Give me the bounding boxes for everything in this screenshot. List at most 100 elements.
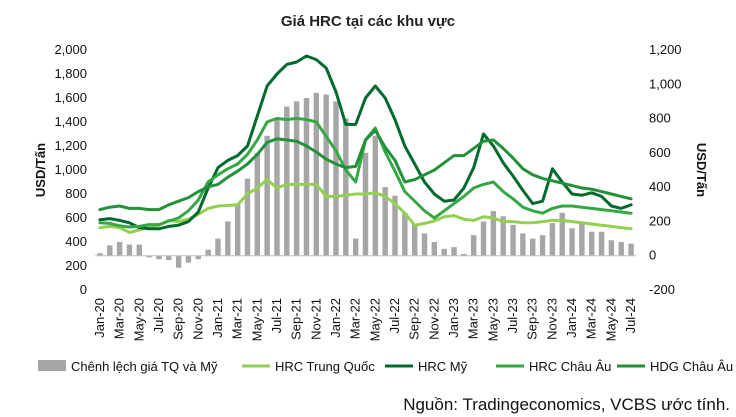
y-tick-label-left: 600 xyxy=(65,210,87,225)
bar xyxy=(421,233,428,256)
bar xyxy=(451,247,457,256)
x-tick-label: Sep-21 xyxy=(289,298,304,340)
bar xyxy=(343,118,349,256)
bar xyxy=(500,216,506,256)
legend-swatch xyxy=(38,360,66,371)
legend: Chênh lệch giá TQ và Mỹ HRC Trung Quốc HRC… xyxy=(38,359,733,374)
bar xyxy=(244,178,251,256)
x-tick-label: Jul-21 xyxy=(269,298,284,333)
bar xyxy=(323,94,329,256)
bar xyxy=(618,242,624,256)
x-tick-label: Jul-22 xyxy=(387,298,402,333)
bar xyxy=(126,244,133,256)
bar xyxy=(195,255,201,260)
bar xyxy=(579,223,585,256)
x-axis-ticks: Jan-20 Mar-20 May-20 Jul-20 Sep-20 Nov-20 Jan-… xyxy=(92,298,638,341)
x-tick-label: Jan-21 xyxy=(210,298,225,338)
x-tick-label: May-23 xyxy=(485,298,500,341)
bar xyxy=(372,135,379,256)
x-tick-label: Sep-23 xyxy=(525,298,540,340)
legend-label: HDG Châu Âu xyxy=(650,359,733,374)
y-tick-label-left: 0 xyxy=(80,282,87,297)
bar xyxy=(431,242,438,256)
bar xyxy=(116,242,123,256)
bar xyxy=(215,238,221,256)
x-tick-label: Jan-24 xyxy=(564,298,579,338)
x-tick-label: Nov-22 xyxy=(426,298,441,340)
bar xyxy=(441,248,447,256)
y-tick-label-right: 0 xyxy=(649,248,656,263)
bar xyxy=(490,211,497,256)
bar xyxy=(107,245,113,256)
y-axis-title-right: USD/Tấn xyxy=(694,143,709,197)
y-tick-label-left: 1,200 xyxy=(54,138,87,153)
x-tick-label: Sep-20 xyxy=(171,298,186,340)
bar xyxy=(146,255,152,258)
x-tick-label: May-24 xyxy=(603,298,618,341)
bar xyxy=(303,98,310,256)
x-tick-label: May-22 xyxy=(367,298,382,341)
y-tick-label-left: 1,600 xyxy=(54,90,87,105)
bar xyxy=(598,231,605,256)
bar xyxy=(510,224,516,256)
y-tick-label-right: 1,000 xyxy=(649,76,682,91)
x-tick-label: Mar-24 xyxy=(584,298,599,339)
y-tick-label-left: 1,800 xyxy=(54,66,87,81)
y-tick-label-left: 200 xyxy=(65,258,87,273)
x-tick-label: Jan-20 xyxy=(92,298,107,338)
y-tick-label-left: 400 xyxy=(65,234,87,249)
bar xyxy=(284,106,290,256)
bar xyxy=(156,255,162,260)
x-tick-label: Mar-23 xyxy=(466,298,481,339)
bar xyxy=(402,212,408,256)
chart-title: Giá HRC tại các khu vực xyxy=(281,13,455,30)
bar xyxy=(136,244,142,256)
series-line xyxy=(98,128,633,212)
bar xyxy=(569,228,575,256)
y-tick-label-right: 200 xyxy=(649,213,671,228)
bar xyxy=(352,238,359,256)
bar xyxy=(392,195,398,256)
x-tick-label: Jul-24 xyxy=(623,298,638,333)
bar xyxy=(549,223,556,256)
bar xyxy=(185,255,192,263)
y-tick-label-left: 2,000 xyxy=(54,42,87,57)
x-tick-label: Mar-21 xyxy=(230,298,245,339)
x-tick-label: Jan-23 xyxy=(446,298,461,338)
bar xyxy=(559,212,565,256)
bar xyxy=(589,231,595,256)
x-tick-label: Nov-20 xyxy=(190,298,205,340)
bar xyxy=(166,255,172,260)
y-tick-label-right: 400 xyxy=(649,179,671,194)
x-tick-label: May-21 xyxy=(249,298,264,341)
x-tick-label: Mar-20 xyxy=(112,298,127,339)
line-series xyxy=(98,54,633,234)
legend-label: Chênh lệch giá TQ và Mỹ xyxy=(71,359,218,374)
bar xyxy=(411,224,418,256)
legend-label: HRC Mỹ xyxy=(418,359,468,374)
series-line xyxy=(98,178,633,234)
legend-label: HRC Châu Âu xyxy=(529,359,611,374)
bar xyxy=(608,240,615,256)
y-tick-label-left: 800 xyxy=(65,186,87,201)
bar xyxy=(333,101,339,256)
bar xyxy=(175,255,182,268)
bar xyxy=(293,101,300,256)
y-axis-right-ticks: -200 0 200 400 600 800 1,000 1,200 xyxy=(649,42,682,297)
bar xyxy=(480,221,487,256)
legend-label: HRC Trung Quốc xyxy=(275,359,375,374)
bar xyxy=(254,152,261,256)
y-tick-label-right: 600 xyxy=(649,145,671,160)
bar xyxy=(520,233,526,256)
y-tick-label-right: -200 xyxy=(649,282,675,297)
y-tick-label-right: 1,200 xyxy=(649,42,682,57)
bar xyxy=(362,152,369,256)
x-tick-label: Nov-23 xyxy=(544,298,559,340)
bar xyxy=(234,204,241,256)
bar xyxy=(628,243,634,256)
bar xyxy=(530,238,536,256)
x-tick-label: Mar-22 xyxy=(348,298,363,339)
x-tick-label: Jul-23 xyxy=(505,298,520,333)
x-tick-label: Jan-22 xyxy=(328,298,343,338)
